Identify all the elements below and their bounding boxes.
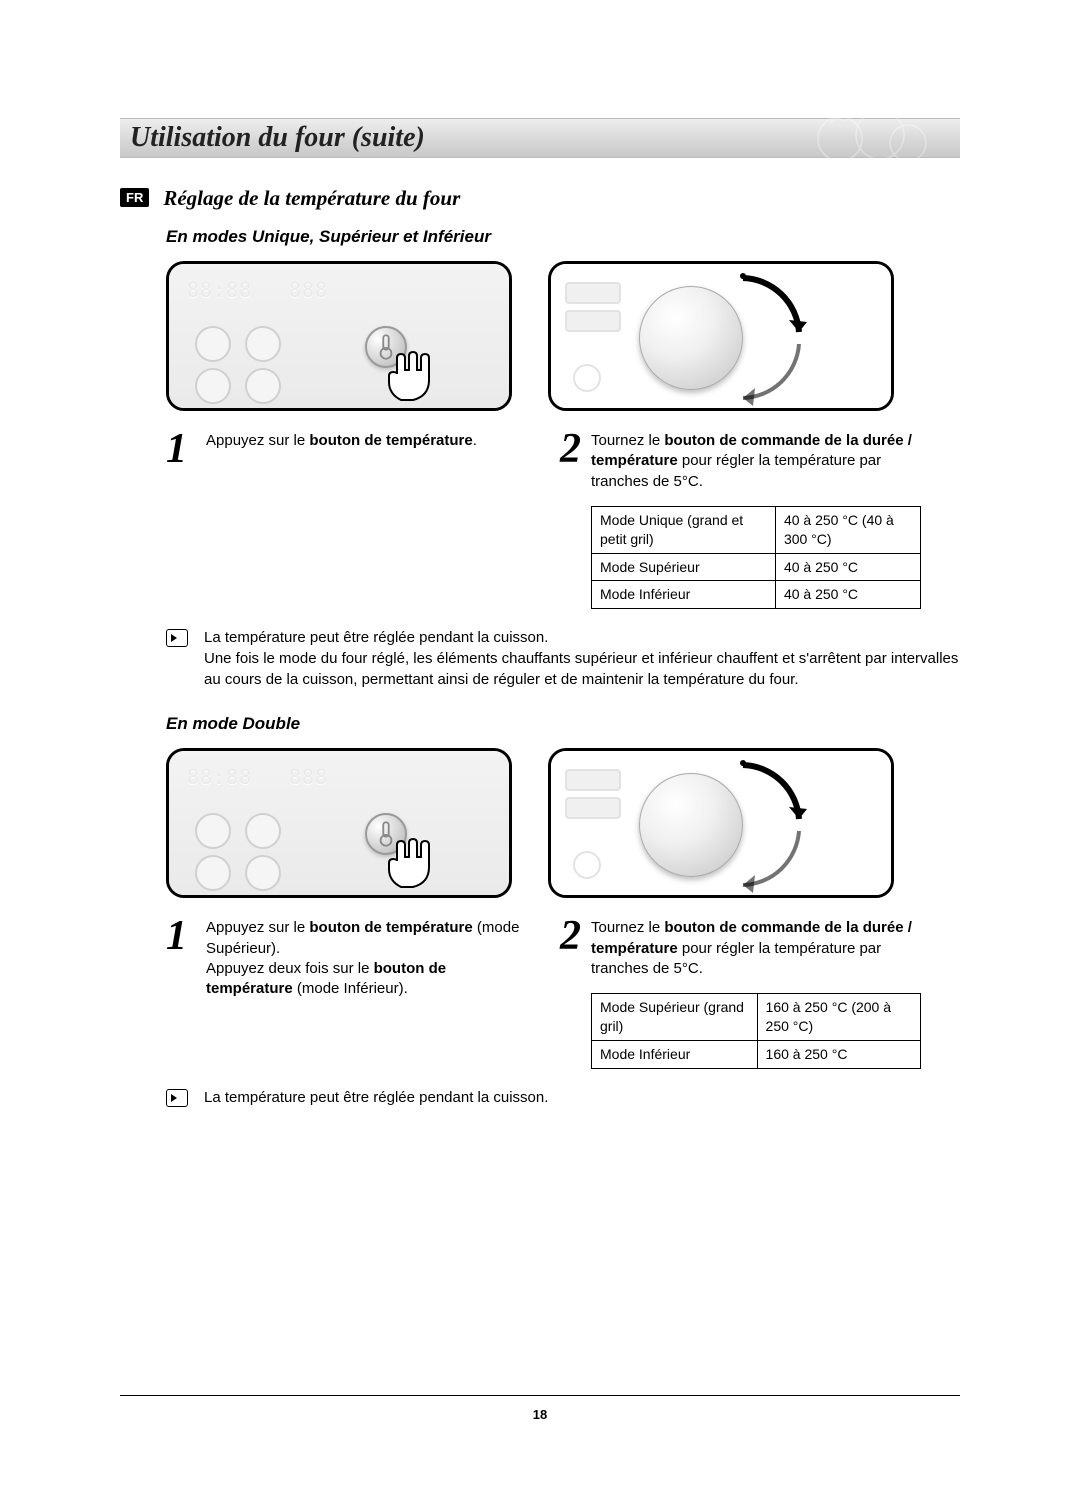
- text: .: [473, 432, 477, 449]
- figure-dial-turn-b: [548, 748, 894, 898]
- table-row: Mode Inférieur40 à 250 °C: [592, 581, 921, 609]
- section-a-step-2: 2 Tournez le bouton de commande de la du…: [560, 431, 918, 609]
- page-number: 18: [0, 1407, 1080, 1422]
- section-b-note: La température peut être réglée pendant …: [166, 1087, 960, 1108]
- note-icon: [166, 629, 188, 647]
- language-badge: FR: [120, 188, 149, 207]
- text-bold: bouton de température: [309, 919, 472, 936]
- table-row: Mode Inférieur160 à 250 °C: [592, 1040, 921, 1068]
- text: Tournez le: [591, 432, 664, 449]
- text: Tournez le: [591, 919, 664, 936]
- step-number: 2: [560, 431, 581, 609]
- note-text: La température peut être réglée pendant …: [204, 1087, 548, 1108]
- section-b-step-2: 2 Tournez le bouton de commande de la du…: [560, 918, 918, 1068]
- text-bold: bouton de température: [309, 432, 472, 449]
- section-title: Réglage de la température du four: [163, 186, 460, 211]
- title-decoration: [810, 113, 930, 165]
- temperature-table-a: Mode Unique (grand et petit gril)40 à 25…: [591, 506, 921, 610]
- step-number: 1: [166, 431, 196, 469]
- title-bar: Utilisation du four (suite): [120, 118, 960, 158]
- note-text: La température peut être réglée pendant …: [204, 627, 960, 690]
- subsection-a-heading: En modes Unique, Supérieur et Inférieur: [166, 227, 960, 247]
- footer-line: [120, 1395, 960, 1396]
- hand-icon: [379, 344, 443, 408]
- section-b-step-1: 1 Appuyez sur le bouton de température (…: [166, 918, 524, 999]
- temperature-table-b: Mode Supérieur (grand gril)160 à 250 °C …: [591, 993, 921, 1069]
- table-row: Mode Unique (grand et petit gril)40 à 25…: [592, 506, 921, 553]
- rotation-arrows-icon: [681, 757, 811, 893]
- page-title: Utilisation du four (suite): [130, 122, 425, 154]
- rotation-arrows-icon: [681, 270, 811, 406]
- text: Appuyez deux fois sur le: [206, 960, 374, 977]
- hand-icon: [379, 831, 443, 895]
- table-row: Mode Supérieur (grand gril)160 à 250 °C …: [592, 994, 921, 1041]
- text: (mode Inférieur).: [293, 980, 408, 997]
- step-number: 1: [166, 918, 196, 999]
- figure-dial-turn: [548, 261, 894, 411]
- subsection-b-heading: En mode Double: [166, 714, 960, 734]
- step-number: 2: [560, 918, 581, 1068]
- figure-panel-press-b: 88:88 888: [166, 748, 512, 898]
- text: Appuyez sur le: [206, 919, 309, 936]
- table-row: Mode Supérieur40 à 250 °C: [592, 553, 921, 581]
- section-a-step-1: 1 Appuyez sur le bouton de température.: [166, 431, 524, 469]
- text: Appuyez sur le: [206, 432, 309, 449]
- figure-panel-press: 88:88 888: [166, 261, 512, 411]
- note-icon: [166, 1089, 188, 1107]
- section-a-note: La température peut être réglée pendant …: [166, 627, 960, 690]
